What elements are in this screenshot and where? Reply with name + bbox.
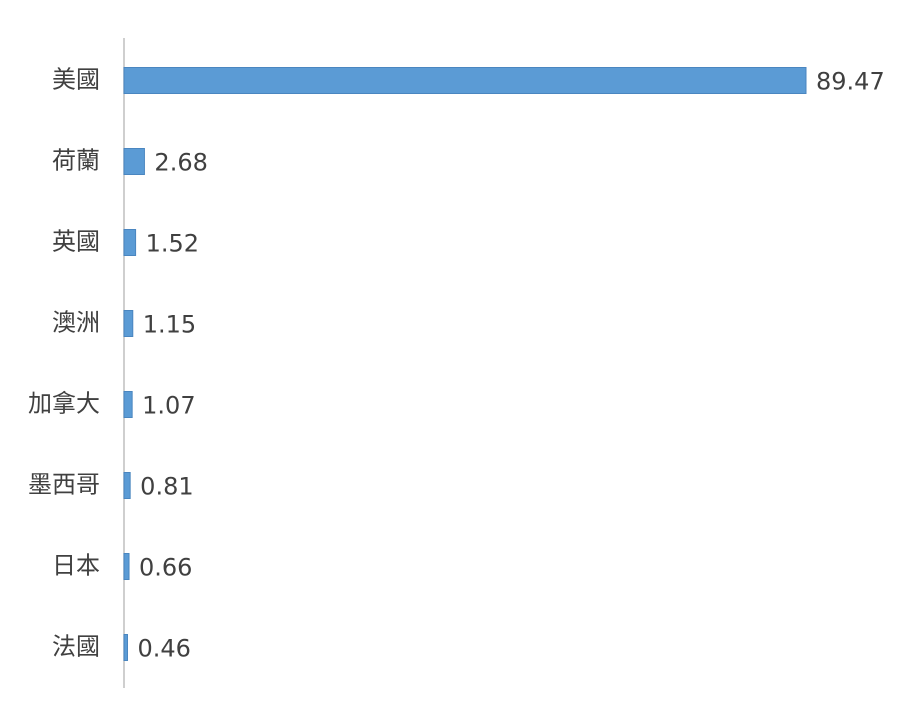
- bar: [123, 67, 807, 94]
- category-label: 荷蘭: [52, 147, 100, 175]
- bar: [123, 553, 130, 580]
- category-label: 英國: [52, 228, 100, 256]
- category-label: 澳洲: [52, 309, 100, 337]
- value-label: 2.68: [154, 149, 207, 177]
- category-label: 美國: [52, 66, 100, 94]
- value-label: 0.46: [138, 635, 191, 663]
- category-label: 法國: [52, 633, 100, 661]
- bar: [123, 472, 131, 499]
- category-label: 日本: [52, 552, 100, 580]
- value-label: 0.66: [139, 554, 192, 582]
- value-label: 1.07: [142, 392, 195, 420]
- bar: [123, 229, 137, 256]
- value-label: 89.47: [816, 68, 885, 96]
- bar: [123, 310, 134, 337]
- bar: [123, 634, 129, 661]
- value-label: 1.15: [143, 311, 196, 339]
- value-label: 1.52: [146, 230, 199, 258]
- bar: [123, 148, 145, 175]
- value-label: 0.81: [140, 473, 193, 501]
- category-label: 墨西哥: [28, 471, 100, 499]
- bar: [123, 391, 133, 418]
- category-label: 加拿大: [28, 390, 100, 418]
